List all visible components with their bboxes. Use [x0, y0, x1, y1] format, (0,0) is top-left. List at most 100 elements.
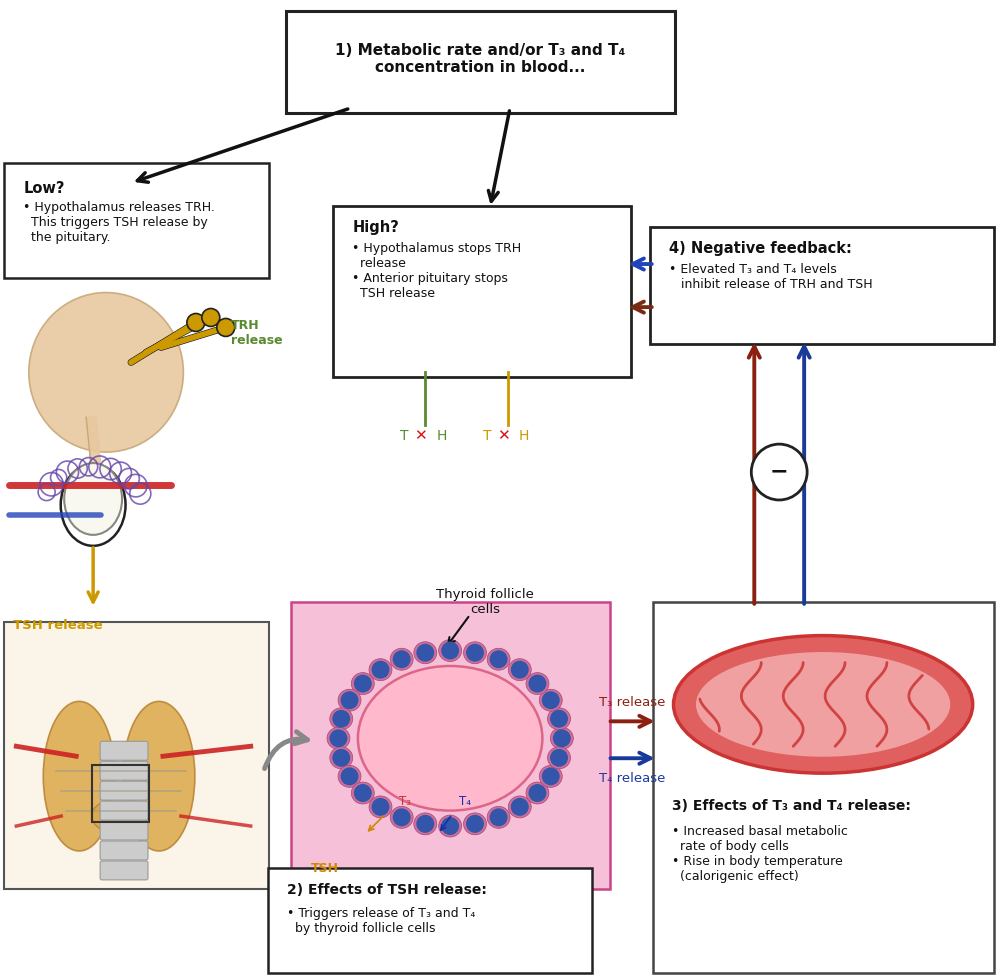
Ellipse shape [369, 796, 392, 818]
Text: TSH: TSH [311, 861, 339, 874]
Circle shape [416, 815, 434, 833]
Text: High?: High? [352, 220, 399, 234]
Text: • Elevated T₃ and T₄ levels
   inhibit release of TRH and TSH: • Elevated T₃ and T₄ levels inhibit rele… [669, 263, 872, 290]
Ellipse shape [487, 649, 510, 670]
Ellipse shape [414, 813, 437, 835]
Circle shape [751, 445, 807, 500]
Ellipse shape [526, 673, 549, 695]
Circle shape [490, 651, 508, 668]
FancyBboxPatch shape [268, 868, 592, 973]
Ellipse shape [548, 708, 570, 730]
Circle shape [553, 730, 571, 747]
Circle shape [354, 675, 372, 693]
Text: 2) Effects of TSH release:: 2) Effects of TSH release: [287, 882, 486, 896]
Circle shape [187, 315, 205, 332]
Ellipse shape [508, 659, 531, 681]
FancyBboxPatch shape [100, 801, 148, 821]
Ellipse shape [526, 783, 549, 804]
Circle shape [332, 749, 350, 767]
Ellipse shape [358, 666, 542, 811]
Text: • Triggers release of T₃ and T₄
  by thyroid follicle cells: • Triggers release of T₃ and T₄ by thyro… [287, 906, 475, 934]
Ellipse shape [330, 747, 353, 769]
Circle shape [332, 710, 350, 728]
FancyBboxPatch shape [100, 742, 148, 760]
FancyBboxPatch shape [100, 822, 148, 840]
FancyBboxPatch shape [4, 164, 269, 278]
Ellipse shape [539, 766, 562, 787]
Circle shape [441, 642, 459, 659]
Text: H: H [436, 429, 447, 443]
Circle shape [542, 692, 560, 709]
Ellipse shape [696, 653, 950, 757]
FancyBboxPatch shape [100, 782, 148, 800]
Text: Low?: Low? [23, 181, 65, 195]
Ellipse shape [123, 701, 195, 851]
Ellipse shape [439, 815, 462, 837]
Text: Thyroid follicle
cells: Thyroid follicle cells [436, 587, 534, 615]
Ellipse shape [64, 464, 122, 535]
Circle shape [441, 817, 459, 835]
Ellipse shape [330, 708, 353, 730]
FancyBboxPatch shape [100, 861, 148, 880]
Circle shape [466, 815, 484, 833]
Text: 1) Metabolic rate and/or T₃ and T₄
concentration in blood...: 1) Metabolic rate and/or T₃ and T₄ conce… [335, 43, 625, 75]
Ellipse shape [414, 642, 437, 664]
Ellipse shape [338, 690, 361, 711]
Ellipse shape [508, 796, 531, 818]
Circle shape [202, 309, 220, 327]
Text: TSH release: TSH release [13, 618, 103, 631]
Ellipse shape [92, 799, 146, 833]
Ellipse shape [29, 293, 183, 452]
Circle shape [466, 644, 484, 662]
Text: T₄: T₄ [459, 794, 471, 807]
Circle shape [393, 651, 411, 668]
Circle shape [329, 730, 347, 747]
Ellipse shape [464, 813, 486, 835]
Text: • Hypothalamus stops TRH
  release
• Anterior pituitary stops
  TSH release: • Hypothalamus stops TRH release • Anter… [352, 241, 522, 299]
Circle shape [393, 809, 411, 827]
Ellipse shape [539, 690, 562, 711]
Circle shape [542, 768, 560, 786]
Text: T: T [400, 429, 408, 443]
Circle shape [550, 710, 568, 728]
Circle shape [416, 644, 434, 662]
Circle shape [341, 768, 358, 786]
Circle shape [372, 798, 389, 816]
FancyBboxPatch shape [291, 602, 610, 889]
Text: T₃: T₃ [399, 794, 411, 807]
Ellipse shape [369, 659, 392, 681]
Text: • Increased basal metabolic
  rate of body cells
• Rise in body temperature
  (c: • Increased basal metabolic rate of body… [672, 825, 847, 882]
Ellipse shape [548, 747, 570, 769]
Ellipse shape [327, 728, 350, 749]
Ellipse shape [487, 807, 510, 828]
Ellipse shape [351, 783, 374, 804]
Text: • Hypothalamus releases TRH.
  This triggers TSH release by
  the pituitary.: • Hypothalamus releases TRH. This trigge… [23, 200, 215, 243]
Ellipse shape [351, 673, 374, 695]
FancyBboxPatch shape [650, 228, 994, 345]
Ellipse shape [439, 640, 462, 661]
Text: T: T [483, 429, 491, 443]
Ellipse shape [43, 701, 115, 851]
Circle shape [354, 785, 372, 802]
FancyBboxPatch shape [653, 602, 994, 973]
Text: H: H [519, 429, 529, 443]
Circle shape [528, 675, 546, 693]
Circle shape [490, 809, 508, 827]
FancyBboxPatch shape [286, 13, 675, 114]
Circle shape [511, 661, 529, 679]
Text: 4) Negative feedback:: 4) Negative feedback: [669, 240, 851, 255]
Circle shape [217, 319, 235, 337]
Polygon shape [86, 418, 101, 468]
Ellipse shape [674, 636, 973, 774]
Circle shape [528, 785, 546, 802]
Ellipse shape [390, 807, 413, 828]
Circle shape [372, 661, 389, 679]
Ellipse shape [390, 649, 413, 670]
Circle shape [550, 749, 568, 767]
Text: T₄ release: T₄ release [599, 772, 666, 785]
FancyBboxPatch shape [4, 622, 269, 889]
Text: −: − [770, 460, 789, 481]
Text: ✕: ✕ [414, 428, 427, 443]
Text: T₃ release: T₃ release [599, 696, 666, 708]
Text: 3) Effects of T₃ and T₄ release:: 3) Effects of T₃ and T₄ release: [672, 798, 910, 812]
